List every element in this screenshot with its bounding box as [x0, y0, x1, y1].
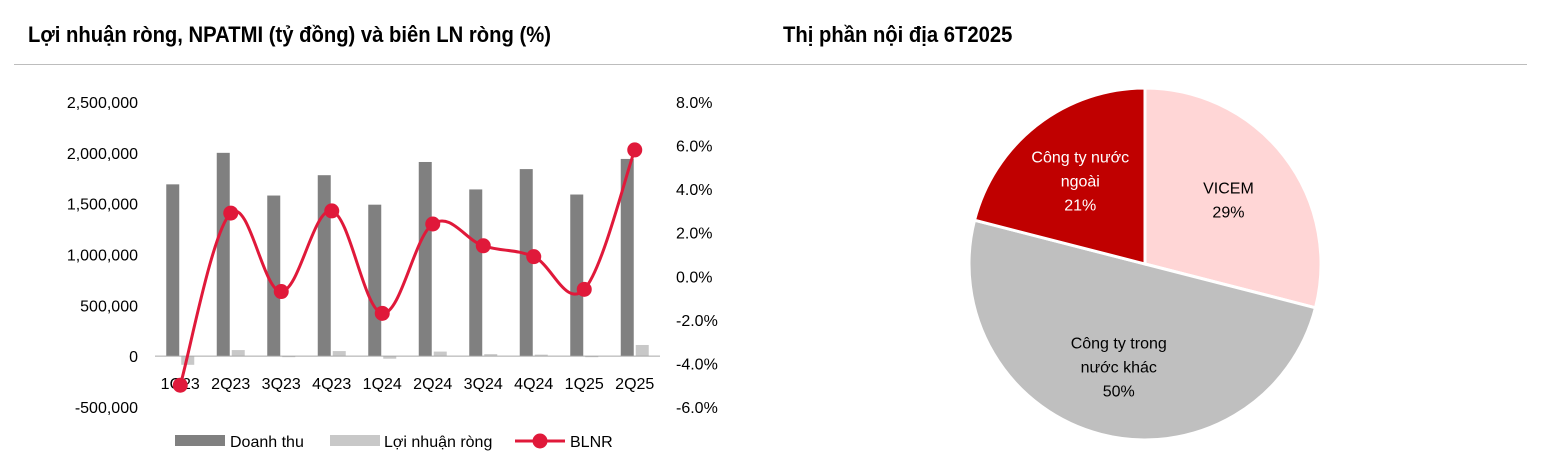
pie-slice-label: nước khác: [1081, 359, 1157, 376]
x-tick-label: 4Q24: [514, 376, 553, 393]
x-tick-label: 4Q23: [312, 376, 351, 393]
point-blnr: [425, 216, 441, 232]
y-right-tick-label: -2.0%: [676, 313, 718, 330]
bar-loi-nhuan-rong: [231, 350, 245, 357]
y-left-tick-label: 0: [129, 349, 138, 366]
x-tick-label: 2Q25: [615, 376, 654, 393]
bar-doanh-thu: [317, 175, 331, 357]
point-blnr: [576, 281, 592, 297]
legend-label-loi-nhuan-rong: Lợi nhuận ròng: [384, 434, 492, 451]
bar-doanh-thu: [166, 184, 180, 357]
pie-slice-label: Công ty trong: [1071, 335, 1167, 352]
point-blnr: [223, 205, 239, 221]
point-blnr: [374, 305, 390, 321]
legend-label-doanh-thu: Doanh thu: [230, 434, 304, 451]
y-right-tick-label: -6.0%: [676, 400, 718, 417]
pie-slice-percent: 21%: [1064, 198, 1096, 215]
point-blnr: [172, 377, 188, 393]
y-left-tick-label: 1,500,000: [67, 197, 138, 214]
y-right-tick-label: 6.0%: [676, 139, 712, 156]
y-right-tick-label: 2.0%: [676, 226, 712, 243]
y-left-tick-label: 2,000,000: [67, 146, 138, 163]
chart-title-right: Thị phần nội địa 6T2025: [783, 22, 1013, 47]
pie-slice: [967, 218, 1318, 442]
pie-slice-percent: 29%: [1212, 204, 1244, 221]
pie-slice: [1143, 86, 1323, 310]
pie-slice-label: ngoài: [1061, 174, 1100, 191]
x-tick-label: 1Q24: [363, 376, 402, 393]
bar-loi-nhuan-rong: [383, 356, 397, 359]
bar-loi-nhuan-rong: [332, 351, 346, 357]
bar-doanh-thu: [620, 158, 634, 357]
legend-swatch-loi-nhuan-rong: [330, 435, 380, 446]
y-right-tick-label: 8.0%: [676, 95, 712, 112]
legend-swatch-doanh-thu: [175, 435, 225, 446]
combo-chart: 2,500,000 2,000,000 1,500,000 1,000,000 500,…: [67, 95, 718, 451]
point-blnr: [627, 142, 643, 158]
bar-doanh-thu: [267, 195, 281, 357]
point-blnr: [475, 238, 491, 254]
bar-doanh-thu: [570, 194, 584, 357]
x-tick-label: 3Q23: [262, 376, 301, 393]
y-left-tick-label: 500,000: [80, 298, 138, 315]
y-right-tick-label: 0.0%: [676, 269, 712, 286]
point-blnr: [526, 249, 542, 265]
pie-slice-percent: 50%: [1103, 383, 1135, 400]
bar-doanh-thu: [469, 189, 483, 357]
bar-doanh-thu: [519, 169, 533, 357]
bar-loi-nhuan-rong: [534, 354, 548, 357]
y-left-tick-label: 2,500,000: [67, 95, 138, 112]
bar-loi-nhuan-rong: [585, 356, 599, 358]
x-tick-label: 3Q24: [464, 376, 503, 393]
bar-doanh-thu: [368, 204, 382, 357]
header-divider: [14, 64, 1527, 65]
x-tick-label: 2Q24: [413, 376, 452, 393]
x-tick-label: 2Q23: [211, 376, 250, 393]
legend-label-blnr: BLNR: [570, 434, 613, 451]
y-right-tick-label: 4.0%: [676, 182, 712, 199]
point-blnr: [273, 284, 289, 300]
pie-slice: [972, 86, 1147, 266]
pie-slice-label: Công ty nước: [1031, 150, 1129, 167]
point-blnr: [324, 203, 340, 219]
y-right-tick-label: -4.0%: [676, 356, 718, 373]
y-left-tick-label: -500,000: [75, 400, 138, 417]
bar-doanh-thu: [216, 152, 230, 357]
line-blnr: [178, 149, 637, 386]
bar-loi-nhuan-rong: [484, 354, 498, 357]
chart-title-left: Lợi nhuận ròng, NPATMI (tỷ đồng) và biên…: [28, 22, 551, 47]
legend-swatch-blnr-marker: [532, 433, 548, 449]
bar-loi-nhuan-rong: [635, 344, 649, 357]
pie-slice-label: VICEM: [1203, 180, 1254, 197]
y-left-tick-label: 1,000,000: [67, 248, 138, 265]
bar-loi-nhuan-rong: [433, 351, 447, 357]
x-tick-label: 1Q25: [565, 376, 604, 393]
bar-doanh-thu: [418, 161, 432, 357]
